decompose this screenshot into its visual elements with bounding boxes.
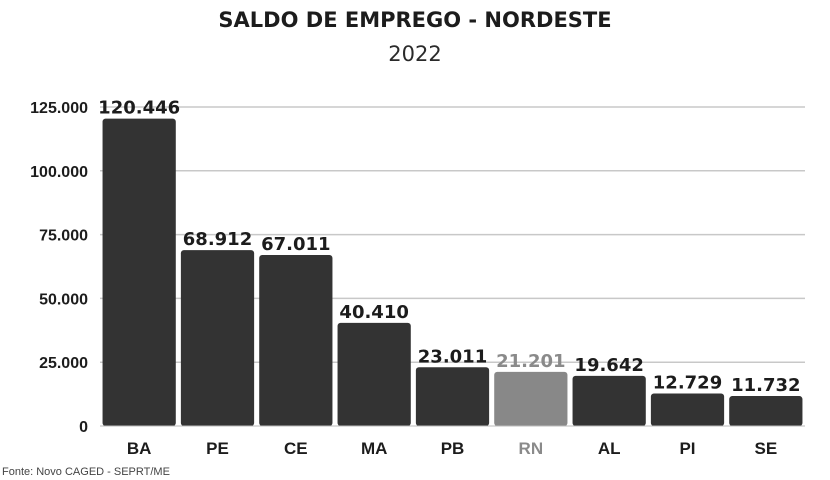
y-tick-label: 75.000 bbox=[39, 228, 88, 245]
source-note: Fonte: Novo CAGED - SEPRT/ME bbox=[2, 466, 170, 478]
x-tick-label-se: SE bbox=[754, 439, 777, 458]
data-label-ba: 120.446 bbox=[98, 98, 180, 119]
x-tick-label-pi: PI bbox=[679, 439, 695, 458]
bar-ba bbox=[102, 118, 176, 426]
data-label-pe: 68.912 bbox=[183, 229, 252, 250]
x-tick-label-ce: CE bbox=[284, 439, 308, 458]
bar-pi bbox=[650, 393, 725, 426]
x-tick-label-pe: PE bbox=[206, 439, 229, 458]
data-label-ma: 40.410 bbox=[339, 302, 408, 323]
bar-pb bbox=[415, 367, 490, 426]
bar-pe bbox=[180, 250, 255, 426]
x-tick-label-al: AL bbox=[598, 439, 621, 458]
x-tick-label-pb: PB bbox=[441, 439, 465, 458]
bar-rn bbox=[494, 371, 568, 426]
x-tick-label-ma: MA bbox=[361, 439, 387, 458]
data-label-pi: 12.729 bbox=[653, 373, 722, 394]
data-label-se: 11.732 bbox=[731, 375, 800, 396]
bar-ce bbox=[259, 254, 333, 426]
y-tick-label: 25.000 bbox=[39, 355, 88, 372]
data-label-al: 19.642 bbox=[574, 355, 643, 376]
y-tick-label: 50.000 bbox=[39, 291, 88, 308]
chart-subtitle: 2022 bbox=[388, 42, 442, 66]
x-tick-label-rn: RN bbox=[519, 439, 544, 458]
bar-se bbox=[729, 396, 803, 426]
y-tick-label: 100.000 bbox=[30, 164, 88, 181]
bar-ma bbox=[337, 322, 411, 426]
data-label-ce: 67.011 bbox=[261, 234, 330, 255]
data-label-rn: 21.201 bbox=[496, 351, 565, 372]
bar-al bbox=[572, 375, 646, 426]
data-label-pb: 23.011 bbox=[418, 346, 487, 367]
y-tick-label: 125.000 bbox=[30, 100, 88, 117]
y-tick-label: 0 bbox=[79, 419, 88, 436]
x-tick-label-ba: BA bbox=[127, 439, 152, 458]
chart-title: SALDO DE EMPREGO - NORDESTE bbox=[218, 8, 612, 32]
